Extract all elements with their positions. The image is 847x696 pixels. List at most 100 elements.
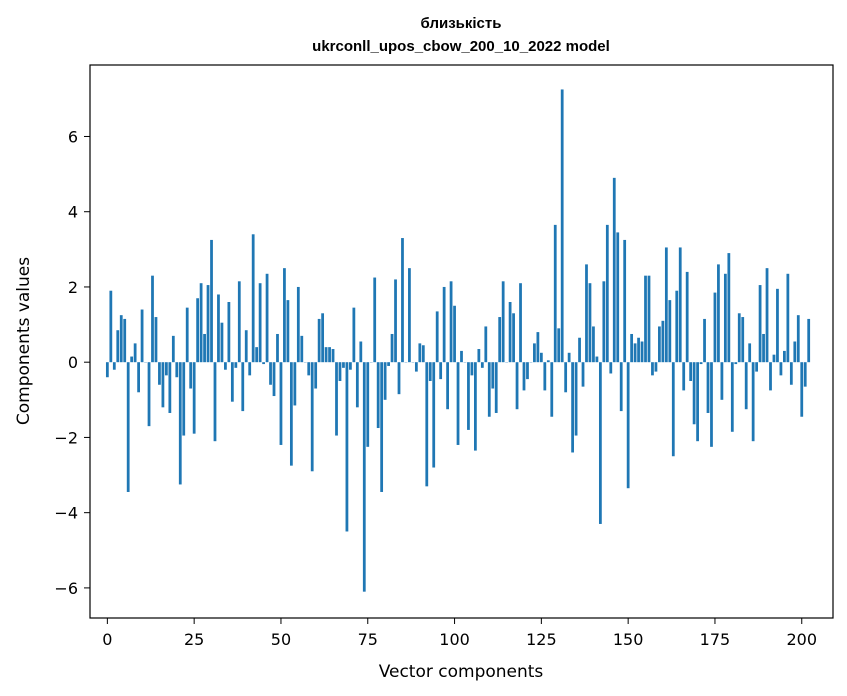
bar bbox=[394, 279, 397, 363]
bar bbox=[609, 362, 613, 374]
bar bbox=[574, 362, 578, 436]
bar bbox=[199, 283, 203, 363]
bar bbox=[491, 362, 495, 389]
bar bbox=[585, 264, 588, 363]
bar bbox=[293, 362, 297, 406]
bar bbox=[321, 313, 325, 363]
bar bbox=[703, 318, 706, 363]
y-tick-label: 0 bbox=[68, 353, 78, 372]
bar bbox=[446, 362, 450, 410]
bar bbox=[182, 362, 186, 436]
y-tick-label: 4 bbox=[68, 203, 78, 222]
bar bbox=[453, 305, 456, 363]
bar bbox=[519, 283, 522, 363]
bar bbox=[310, 362, 314, 472]
bar bbox=[661, 320, 665, 363]
bar bbox=[373, 277, 377, 363]
bar bbox=[401, 238, 404, 363]
bar bbox=[213, 362, 217, 442]
bar bbox=[296, 286, 300, 363]
bar bbox=[130, 356, 134, 363]
bar bbox=[651, 362, 654, 376]
bar bbox=[335, 362, 338, 436]
bar bbox=[748, 343, 752, 363]
bar bbox=[112, 362, 116, 370]
bar bbox=[345, 362, 349, 532]
bar bbox=[744, 362, 748, 410]
bar bbox=[192, 362, 196, 434]
bar bbox=[706, 362, 710, 413]
x-tick-label: 0 bbox=[102, 630, 112, 649]
bar bbox=[397, 362, 401, 395]
bar bbox=[258, 283, 262, 363]
bar bbox=[776, 288, 779, 363]
bar bbox=[227, 302, 231, 363]
bar bbox=[265, 273, 269, 363]
bar bbox=[487, 362, 491, 417]
bar bbox=[342, 362, 345, 368]
bar bbox=[366, 362, 370, 447]
bar bbox=[123, 318, 127, 363]
bar bbox=[578, 337, 581, 363]
bar bbox=[230, 362, 234, 402]
bar bbox=[598, 362, 602, 524]
bar bbox=[682, 362, 686, 391]
bar bbox=[526, 362, 529, 380]
bar bbox=[224, 362, 227, 370]
bar bbox=[467, 362, 470, 430]
bar bbox=[237, 281, 241, 363]
bars-group bbox=[105, 89, 811, 592]
bar bbox=[418, 343, 422, 363]
bar bbox=[533, 343, 536, 363]
bar bbox=[210, 239, 213, 363]
y-tick-label: 2 bbox=[68, 278, 78, 297]
bar bbox=[203, 333, 206, 363]
bar bbox=[352, 307, 356, 363]
bar bbox=[439, 362, 443, 380]
bar bbox=[637, 337, 640, 363]
bar bbox=[248, 362, 252, 376]
bar bbox=[602, 281, 606, 363]
bar bbox=[644, 275, 647, 363]
bar bbox=[349, 362, 352, 370]
bar bbox=[414, 362, 418, 372]
bar bbox=[442, 286, 446, 363]
bar bbox=[338, 362, 342, 381]
bar bbox=[449, 281, 453, 363]
bar bbox=[276, 333, 279, 363]
bar bbox=[710, 362, 713, 447]
bar bbox=[789, 362, 793, 385]
bar bbox=[147, 362, 151, 427]
bar bbox=[283, 268, 286, 363]
bar bbox=[803, 362, 807, 387]
bar bbox=[668, 300, 672, 363]
bar bbox=[550, 362, 554, 417]
x-axis-label: Vector components bbox=[379, 662, 544, 682]
bar bbox=[717, 264, 720, 363]
bar bbox=[546, 360, 550, 363]
bar bbox=[477, 349, 481, 363]
bar bbox=[269, 362, 272, 385]
y-tick-label: −2 bbox=[54, 428, 78, 447]
bar bbox=[793, 341, 797, 363]
bar bbox=[432, 362, 436, 468]
bar bbox=[588, 283, 592, 363]
bar bbox=[720, 362, 724, 400]
bar bbox=[592, 326, 595, 363]
bar bbox=[765, 268, 769, 363]
bar bbox=[151, 275, 154, 363]
bar bbox=[734, 362, 738, 365]
bar bbox=[241, 362, 245, 412]
bar bbox=[380, 362, 384, 492]
bar bbox=[137, 362, 140, 393]
bar bbox=[317, 318, 321, 363]
bar bbox=[626, 362, 630, 489]
x-tick-label: 125 bbox=[526, 630, 557, 649]
bar bbox=[658, 326, 661, 363]
bar bbox=[470, 362, 474, 376]
y-tick-label: −6 bbox=[54, 579, 78, 598]
bar bbox=[435, 311, 439, 363]
plot-frame bbox=[89, 64, 834, 619]
bar bbox=[779, 362, 783, 376]
x-tick-label: 175 bbox=[700, 630, 731, 649]
